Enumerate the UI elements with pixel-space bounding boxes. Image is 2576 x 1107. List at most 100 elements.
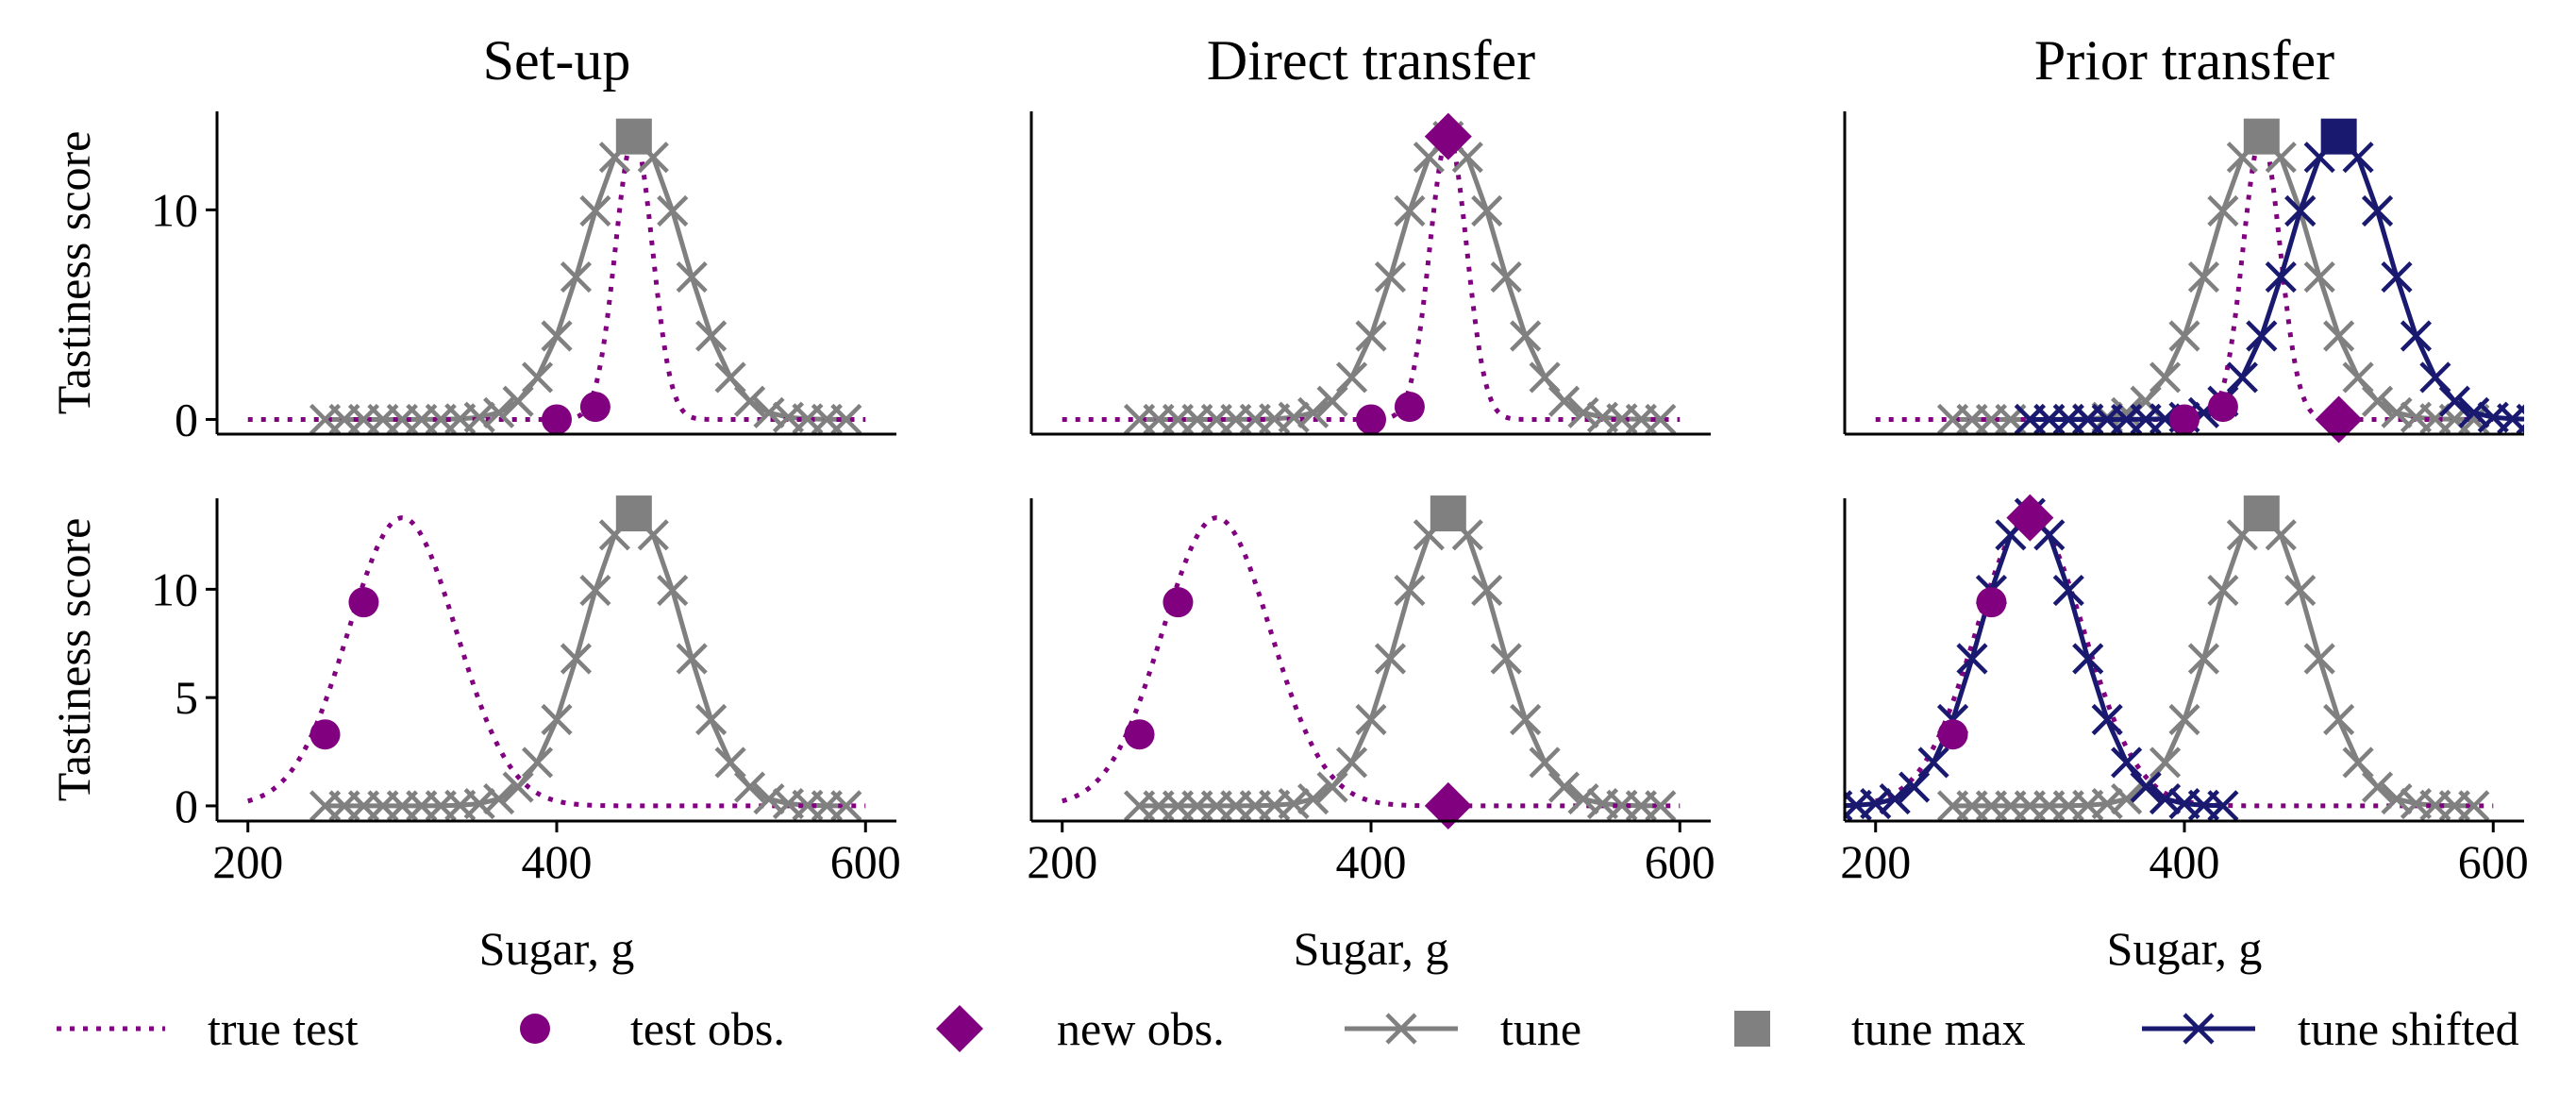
tune-shifted-line xyxy=(2030,134,2524,422)
x-axis-label: Sugar, g xyxy=(2107,922,2263,975)
tune-shifted-marker xyxy=(2072,643,2104,675)
plot-area xyxy=(1875,118,2524,444)
tune-marker xyxy=(1278,787,1310,820)
tune-shifted-marker xyxy=(1860,787,1892,820)
tune-shifted-marker xyxy=(2438,385,2470,417)
tune-marker xyxy=(2149,361,2182,394)
tune-max-marker xyxy=(2243,495,2280,532)
tune-marker xyxy=(2323,320,2355,352)
tune-marker xyxy=(830,403,862,434)
tune-shifted-marker xyxy=(2111,746,2143,779)
tune-marker xyxy=(1316,771,1348,803)
tune-marker xyxy=(2342,361,2374,394)
tune-marker xyxy=(483,396,515,428)
tune-marker xyxy=(695,703,728,736)
tune-marker xyxy=(830,790,862,821)
x-axis-label: Sugar, g xyxy=(1294,922,1449,975)
y-tick-label: 0 xyxy=(175,780,198,832)
x-tick-label: 200 xyxy=(212,835,283,888)
tune-marker xyxy=(560,260,593,294)
legend-item: tune max xyxy=(1734,1002,2026,1055)
tune-shifted-marker xyxy=(2246,320,2278,352)
plot-lines xyxy=(1062,121,1681,434)
tune-marker xyxy=(2111,782,2143,815)
legend-label: tune shifted xyxy=(2298,1002,2519,1055)
legend-label: tune max xyxy=(1851,1002,2026,1055)
tune-marker xyxy=(1547,771,1581,803)
panel-1-0: 0 5 10 200 400 600 Sugar, g Tastiness score xyxy=(47,495,901,975)
tune-marker xyxy=(2207,574,2239,607)
tune-marker xyxy=(463,787,495,820)
panel-0-1: Direct transfer xyxy=(1029,29,1711,436)
tune-marker xyxy=(1335,746,1368,779)
test-obs-marker xyxy=(309,719,341,750)
tune-shifted-marker xyxy=(2458,396,2490,428)
plot-area xyxy=(247,495,866,821)
x-tick-label: 200 xyxy=(1840,835,1911,888)
test-obs-marker xyxy=(1124,719,1155,750)
new-obs-marker xyxy=(1424,781,1472,830)
tune-shifted-marker xyxy=(1899,771,1931,803)
y-axis-label: Tastiness score xyxy=(47,131,100,415)
tune-marker xyxy=(753,782,785,815)
new-obs-marker xyxy=(2315,395,2363,444)
tune-marker xyxy=(521,361,554,394)
tune-marker xyxy=(2187,643,2220,675)
x-tick-label: 200 xyxy=(1027,835,1097,888)
panel-title: Prior transfer xyxy=(2034,29,2334,92)
legend-swatch-x xyxy=(2183,1013,2215,1045)
true-test-line xyxy=(247,515,866,809)
tune-marker xyxy=(541,320,573,352)
panel-title: Direct transfer xyxy=(1207,29,1535,92)
y-tick-label: 0 xyxy=(175,393,198,445)
tune-line xyxy=(325,511,846,809)
tune-marker xyxy=(676,260,708,294)
tune-shifted-marker xyxy=(1917,746,1949,779)
tune-marker xyxy=(1297,782,1330,815)
tune-marker xyxy=(1355,703,1387,736)
tune-marker xyxy=(2303,643,2335,675)
test-obs-marker xyxy=(579,392,611,423)
tune-marker xyxy=(1547,385,1581,417)
tune-marker xyxy=(1394,194,1426,227)
tune-marker xyxy=(1335,361,1368,394)
tune-shifted-marker xyxy=(2284,194,2317,227)
legend-swatch-tune-max xyxy=(1734,1011,1770,1047)
tune-marker xyxy=(463,401,495,433)
tune-marker xyxy=(1490,643,1522,675)
tune-marker xyxy=(2381,396,2413,428)
tune-marker xyxy=(541,703,573,736)
true-test-line xyxy=(1062,515,1681,809)
tune-marker xyxy=(1529,746,1561,779)
tune-shifted-marker xyxy=(1879,782,1911,815)
y-axis-label: Tastiness score xyxy=(47,518,100,802)
new-obs-marker xyxy=(2006,494,2054,542)
tune-shifted-marker xyxy=(2052,574,2084,607)
x-tick-label: 400 xyxy=(1336,835,1407,888)
tune-marker xyxy=(1374,260,1407,294)
y-tick-label: 5 xyxy=(175,671,198,724)
tune-marker xyxy=(2342,746,2374,779)
legend-label: true test xyxy=(208,1002,359,1055)
legend-item: tune shifted xyxy=(2142,1002,2519,1055)
x-tick-label: 400 xyxy=(522,835,593,888)
x-tick-label: 600 xyxy=(2458,835,2529,888)
tune-marker xyxy=(695,320,728,352)
tune-marker xyxy=(2111,396,2143,428)
tune-shifted-marker xyxy=(2381,260,2413,294)
legend-item: new obs. xyxy=(936,1002,1225,1055)
plot-lines xyxy=(247,497,866,821)
tune-marker xyxy=(2091,787,2123,820)
tune-line xyxy=(1139,134,1661,422)
tune-marker xyxy=(502,385,534,417)
tune-marker xyxy=(1316,385,1348,417)
tune-marker xyxy=(502,771,534,803)
plot-area xyxy=(247,118,866,435)
panel-0-2: Prior transfer xyxy=(1843,29,2524,444)
x-axis-label: Sugar, g xyxy=(479,922,635,975)
tune-marker xyxy=(2303,260,2335,294)
tune-marker xyxy=(2207,194,2239,227)
legend: true test test obs. new obs. tune tune max tu… xyxy=(57,1002,2519,1055)
tune-line xyxy=(325,134,846,422)
tune-marker xyxy=(2361,771,2394,803)
